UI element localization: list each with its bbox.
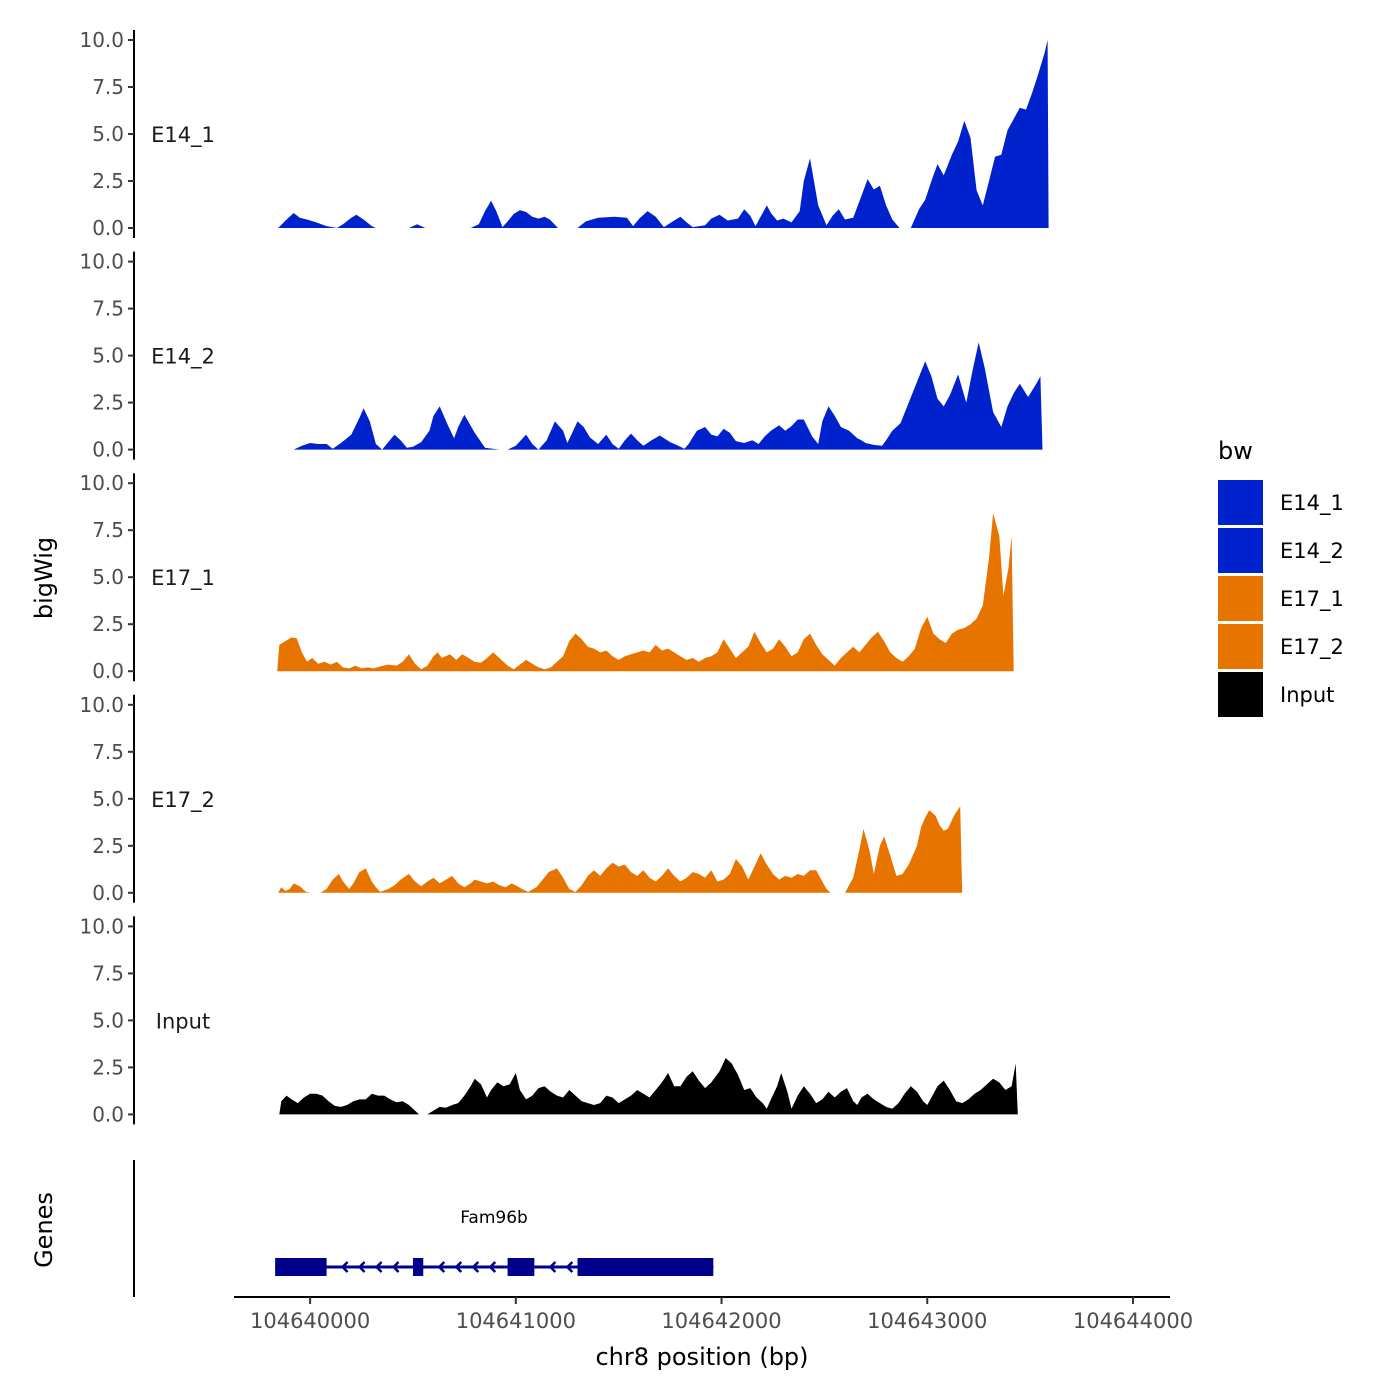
- strand-arrow: [357, 1261, 366, 1273]
- y-tick-label: 10.0: [79, 693, 124, 717]
- gene-exon: [412, 1258, 424, 1276]
- x-tick-label: 104642000: [661, 1309, 781, 1333]
- track-Input: 0.0 2.5 5.0 7.5 10.0 Input: [79, 914, 1018, 1126]
- track-E14_1: 0.0 2.5 5.0 7.5 10.0 E14_1: [79, 28, 1049, 240]
- y-tick-label: 0.0: [92, 881, 124, 905]
- strand-arrow: [454, 1261, 463, 1273]
- y-axis-title-group: bigWig: [30, 537, 58, 619]
- y-tick-label: 10.0: [79, 914, 124, 938]
- track-label: E17_1: [151, 566, 215, 591]
- y-tick-label: 2.5: [92, 1055, 124, 1079]
- legend-label: E17_1: [1280, 587, 1344, 612]
- y-tick-label: 2.5: [92, 169, 124, 193]
- strand-arrow: [488, 1261, 497, 1273]
- x-axis-title: chr8 position (bp): [595, 1343, 808, 1371]
- x-tick-label: 104640000: [250, 1309, 370, 1333]
- x-tick-label: 104644000: [1073, 1309, 1193, 1333]
- legend-swatch-E17_1: [1218, 576, 1263, 621]
- x-tick-label: 104643000: [867, 1309, 987, 1333]
- y-tick-label: 0.0: [92, 216, 124, 240]
- legend-swatch-E17_2: [1218, 624, 1263, 669]
- legend-label: Input: [1280, 683, 1334, 707]
- track-label: E14_1: [151, 123, 215, 148]
- gene-exon: [577, 1258, 714, 1276]
- y-tick-label: 7.5: [92, 961, 124, 985]
- tracks-panel: 0.0 2.5 5.0 7.5 10.0 E14_1 0.0 2.5 5.0 7.5 10.0 E14…: [79, 28, 1049, 1126]
- x-axis: chr8 position (bp) 104640000 104641000 104…: [234, 1296, 1193, 1371]
- coverage-area-E14_2: [293, 342, 1043, 450]
- track-label: E14_2: [151, 345, 215, 370]
- legend-title: bw: [1218, 437, 1253, 465]
- strand-arrow: [391, 1261, 400, 1273]
- y-tick-label: 0.0: [92, 1102, 124, 1126]
- y-tick-label: 2.5: [92, 612, 124, 636]
- y-tick-label: 7.5: [92, 518, 124, 542]
- track-label: Input: [156, 1009, 210, 1033]
- legend: bw E14_1 E14_2 E17_1 E17_2 Input: [1218, 437, 1344, 717]
- track-E17_2: 0.0 2.5 5.0 7.5 10.0 E17_2: [79, 693, 963, 905]
- legend-swatch-E14_2: [1218, 528, 1263, 573]
- track-E14_2: 0.0 2.5 5.0 7.5 10.0 E14_2: [79, 250, 1043, 462]
- y-tick-label: 5.0: [92, 1008, 124, 1032]
- y-tick-label: 10.0: [79, 28, 124, 52]
- coverage-area-E17_2: [278, 806, 963, 893]
- y-tick-label: 5.0: [92, 122, 124, 146]
- y-tick-label: 5.0: [92, 344, 124, 368]
- y-tick-label: 0.0: [92, 659, 124, 683]
- y-tick-label: 7.5: [92, 740, 124, 764]
- coverage-area-E17_1: [277, 513, 1014, 672]
- y-tick-label: 7.5: [92, 75, 124, 99]
- y-tick-label: 5.0: [92, 565, 124, 589]
- y-tick-label: 2.5: [92, 391, 124, 415]
- y-axis-title: bigWig: [30, 537, 58, 619]
- strand-arrow: [437, 1261, 446, 1273]
- strand-arrow: [340, 1261, 349, 1273]
- y-tick-label: 7.5: [92, 297, 124, 321]
- legend-label: E17_2: [1280, 635, 1344, 660]
- strand-arrow: [374, 1261, 383, 1273]
- track-E17_1: 0.0 2.5 5.0 7.5 10.0 E17_1: [79, 471, 1014, 683]
- strand-arrow: [548, 1261, 557, 1273]
- strand-arrow: [471, 1261, 480, 1273]
- legend-label: E14_1: [1280, 491, 1344, 516]
- gene-exon: [275, 1258, 327, 1276]
- y-tick-label: 2.5: [92, 834, 124, 858]
- y-tick-label: 10.0: [79, 471, 124, 495]
- y-tick-label: 0.0: [92, 438, 124, 462]
- legend-swatch-Input: [1218, 672, 1263, 717]
- coverage-area-Input: [279, 1058, 1018, 1115]
- strand-arrow: [565, 1261, 574, 1273]
- x-tick-label: 104641000: [456, 1309, 576, 1333]
- legend-label: E14_2: [1280, 539, 1344, 564]
- gene-exon: [507, 1258, 535, 1276]
- genes-panel: Genes Fam96b: [30, 1160, 714, 1297]
- y-tick-label: 5.0: [92, 787, 124, 811]
- genes-track-title: Genes: [30, 1192, 58, 1268]
- track-label: E17_2: [151, 788, 215, 813]
- legend-swatch-E14_1: [1218, 480, 1263, 525]
- coverage-area-E14_1: [278, 40, 1049, 228]
- y-tick-label: 10.0: [79, 250, 124, 274]
- gene-name-label: Fam96b: [460, 1208, 528, 1228]
